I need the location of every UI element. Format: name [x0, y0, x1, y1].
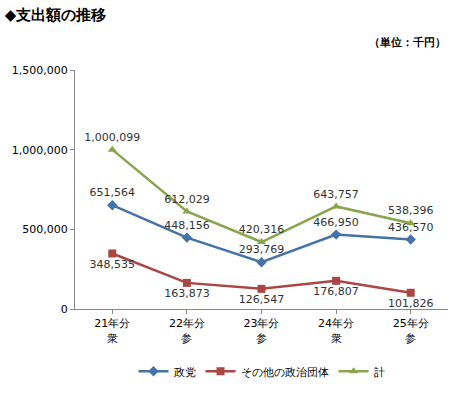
svg-text:政党: 政党	[174, 366, 196, 379]
svg-text:651,564: 651,564	[90, 186, 135, 199]
svg-text:1,500,000: 1,500,000	[12, 64, 68, 77]
svg-text:643,757: 643,757	[313, 188, 359, 201]
svg-text:1,000,099: 1,000,099	[84, 131, 140, 144]
svg-text:538,396: 538,396	[388, 204, 434, 217]
svg-text:448,156: 448,156	[164, 219, 210, 232]
svg-text:その他の政治団体: その他の政治団体	[241, 366, 329, 379]
svg-text:612,029: 612,029	[164, 193, 210, 206]
svg-text:500,000: 500,000	[22, 223, 68, 236]
svg-text:101,826: 101,826	[388, 297, 434, 310]
svg-text:1,000,000: 1,000,000	[12, 144, 68, 157]
svg-text:126,547: 126,547	[239, 293, 285, 306]
svg-text:420,316: 420,316	[239, 223, 285, 236]
svg-text:176,807: 176,807	[313, 285, 359, 298]
svg-text:23年分参: 23年分参	[244, 317, 280, 344]
svg-text:◆支出額の推移: ◆支出額の推移	[5, 6, 107, 24]
svg-text:25年分参: 25年分参	[393, 317, 429, 344]
svg-text:163,873: 163,873	[164, 287, 210, 300]
svg-text:348,535: 348,535	[90, 258, 135, 271]
svg-text:計: 計	[374, 366, 385, 379]
svg-text:0: 0	[61, 303, 68, 316]
svg-text:466,950: 466,950	[313, 216, 359, 229]
svg-text:（単位：千円）: （単位：千円）	[369, 36, 446, 49]
svg-text:22年分参: 22年分参	[169, 317, 205, 344]
svg-text:293,769: 293,769	[239, 243, 285, 256]
svg-text:24年分衆: 24年分衆	[318, 317, 354, 344]
svg-text:436,570: 436,570	[388, 221, 434, 234]
svg-text:21年分衆: 21年分衆	[94, 317, 130, 344]
